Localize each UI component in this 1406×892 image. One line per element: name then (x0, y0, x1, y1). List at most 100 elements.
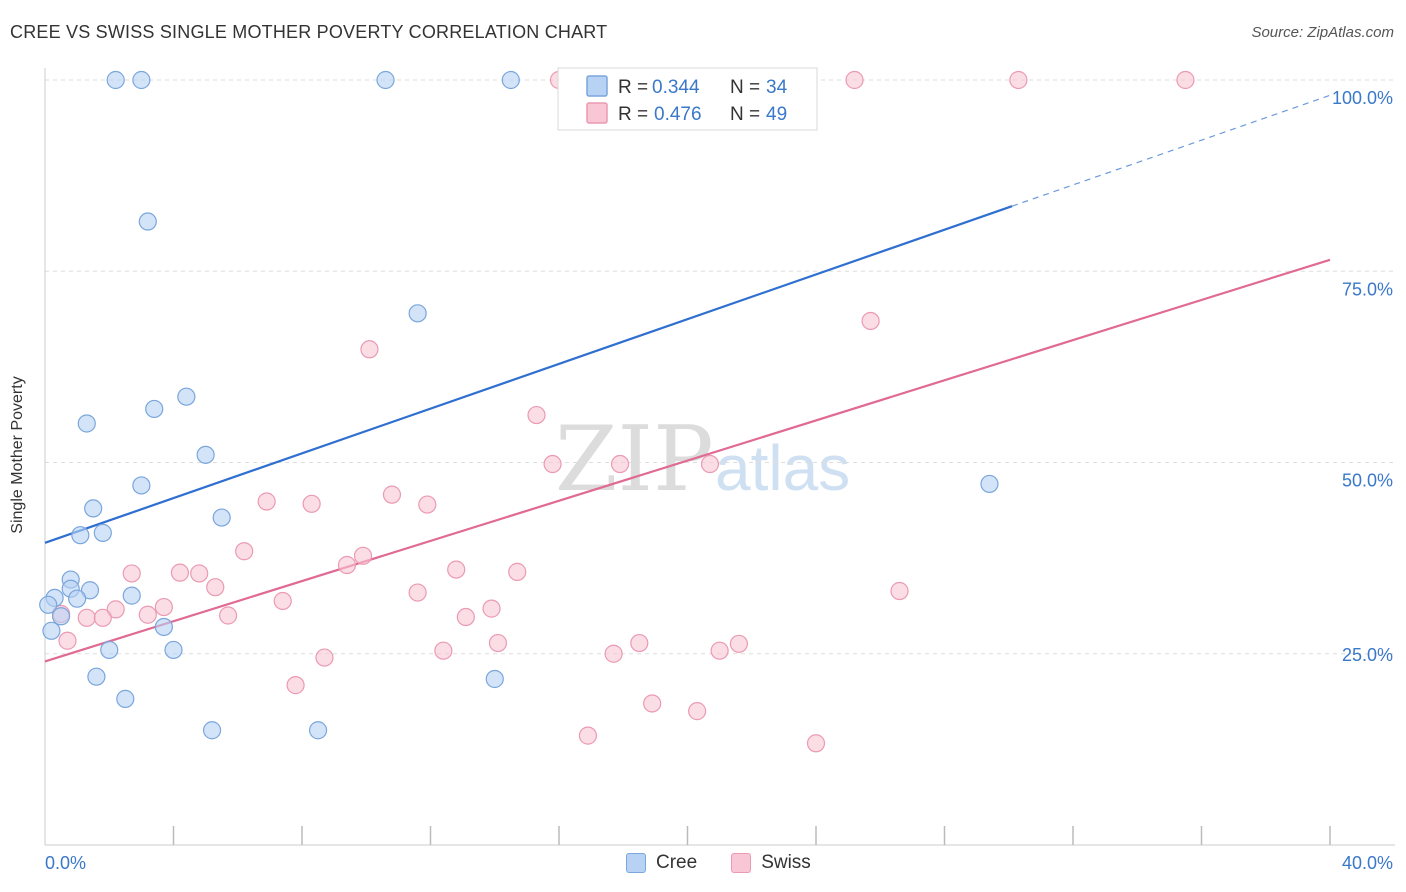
cree-point-31 (485, 669, 504, 689)
swiss-point-26 (273, 591, 292, 611)
swiss-point-10 (700, 454, 720, 474)
swiss-point-21 (170, 563, 190, 582)
swiss-point-18 (447, 560, 466, 579)
swiss-point-43 (315, 648, 334, 667)
cree-point-26 (42, 621, 61, 640)
legend-swiss-n-label: N = (730, 104, 760, 125)
swiss-point-20 (122, 564, 141, 583)
swiss-point-41 (604, 644, 623, 663)
swiss-point-45 (643, 694, 662, 713)
cree-point-7 (177, 387, 196, 406)
swiss-point-3 (1009, 70, 1028, 90)
swiss-point-4 (1176, 70, 1195, 90)
y-tick-label-1: 50.0% (1342, 471, 1393, 491)
x-tick-labels: 0.0% 40.0% (45, 853, 1393, 873)
swiss-point-25 (890, 581, 909, 601)
swiss-point-44 (286, 676, 305, 695)
axes (44, 68, 1395, 846)
swiss-point-37 (488, 633, 508, 653)
cree-point-3 (501, 70, 520, 90)
swiss-point-13 (302, 494, 321, 513)
cree-point-9 (77, 414, 96, 433)
legend-cree-r-label: R = (618, 77, 648, 98)
swiss-point-8 (543, 454, 562, 474)
chart-title: CREE VS SWISS SINGLE MOTHER POVERTY CORR… (10, 22, 608, 42)
cree-trend-line (44, 205, 1013, 544)
gridlines (45, 79, 1395, 655)
y-tick-label-0: 25.0% (1342, 645, 1393, 665)
watermark-atlas: atlas (715, 432, 850, 504)
cree-point-20 (122, 586, 141, 605)
cree-point-23 (39, 595, 58, 614)
cree-point-8 (145, 399, 164, 419)
swiss-point-27 (154, 597, 173, 617)
legend-swiss-r-label: R = (618, 104, 648, 125)
swiss-swatch (731, 853, 752, 873)
x-tick-label-0: 0.0% (45, 853, 86, 873)
cree-point-28 (100, 640, 119, 660)
cree-point-25 (154, 617, 173, 637)
trend-lines (44, 94, 1331, 663)
swiss-point-29 (482, 599, 501, 618)
swiss-point-39 (729, 634, 749, 653)
cree-point-5 (138, 212, 157, 231)
swiss-point-19 (508, 562, 527, 581)
swiss-point-11 (382, 485, 402, 504)
swiss-point-48 (806, 734, 826, 753)
legend-item-cree[interactable]: Cree (626, 852, 697, 874)
cree-point-29 (87, 667, 106, 686)
cree-point-1 (132, 70, 151, 90)
y-tick-label-3: 100.0% (1332, 88, 1393, 108)
cree-point-6 (408, 304, 427, 323)
swiss-point-36 (58, 631, 77, 650)
legend-cree-n-value: 34 (766, 77, 788, 98)
cree-point-33 (308, 721, 328, 740)
swiss-trend-line (44, 258, 1331, 663)
correlation-legend: R = 0.344 N = 34 R = 0.476 N = 49 (557, 67, 818, 131)
cree-point-0 (106, 70, 125, 90)
swiss-point-7 (527, 405, 546, 425)
cree-point-22 (68, 589, 87, 608)
swiss-point-46 (688, 702, 707, 721)
data-points (39, 70, 1195, 753)
cree-trend-extension (1011, 94, 1331, 207)
legend-cree-n-label: N = (730, 77, 760, 98)
swiss-point-16 (353, 546, 373, 565)
swiss-point-47 (578, 726, 598, 745)
swiss-point-30 (138, 605, 157, 624)
cree-point-14 (212, 508, 231, 527)
legend-swiss-n-value: 49 (766, 104, 787, 125)
swiss-point-32 (456, 607, 475, 627)
cree-point-11 (132, 476, 151, 495)
series-legend: Cree Swiss (626, 852, 835, 874)
legend-cree-r-value: 0.344 (652, 77, 700, 98)
swiss-point-17 (337, 555, 357, 575)
legend-swiss-r-value: 0.476 (654, 104, 702, 125)
swiss-point-2 (845, 70, 864, 90)
swiss-point-28 (106, 600, 125, 619)
swiss-point-31 (219, 606, 238, 625)
cree-swatch (626, 853, 646, 873)
cree-point-19 (80, 581, 100, 600)
swiss-point-6 (360, 340, 379, 359)
swiss-point-24 (408, 583, 427, 602)
legend-swiss-swatch (586, 102, 608, 124)
swiss-point-34 (93, 608, 112, 627)
cree-point-13 (84, 499, 103, 518)
legend-cree-swatch (586, 75, 608, 97)
legend-item-swiss[interactable]: Swiss (731, 852, 811, 874)
swiss-point-22 (190, 564, 209, 583)
y-tick-labels: 25.0% 50.0% 75.0% 100.0% (1332, 88, 1393, 665)
swiss-point-9 (610, 454, 630, 474)
y-tick-label-2: 75.0% (1342, 279, 1393, 299)
swiss-point-23 (206, 578, 225, 597)
cree-legend-label: Cree (656, 852, 698, 873)
cree-point-16 (71, 526, 90, 545)
swiss-point-14 (418, 495, 437, 514)
cree-point-2 (376, 70, 395, 90)
swiss-point-15 (235, 542, 254, 561)
cree-point-30 (116, 689, 135, 708)
swiss-point-40 (434, 641, 453, 660)
x-tick-label-1: 40.0% (1342, 853, 1393, 873)
